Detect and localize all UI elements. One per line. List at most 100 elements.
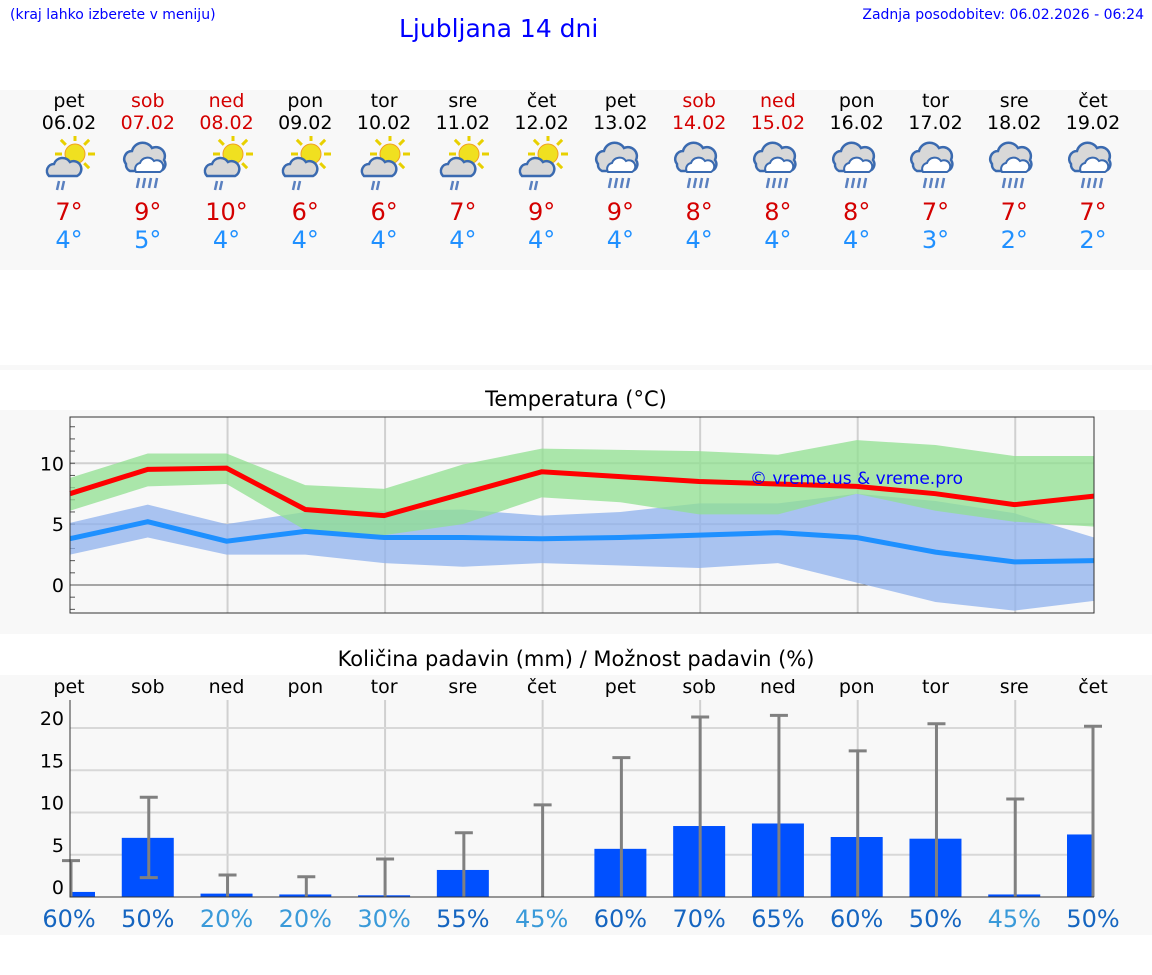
sun-cloud-rain-icon xyxy=(275,134,335,196)
day-date: 07.02 xyxy=(120,112,175,134)
day-name: pet xyxy=(604,90,636,112)
cloud-rain-icon xyxy=(827,136,887,196)
day-date: 17.02 xyxy=(908,112,963,134)
precip-probability: 60% xyxy=(830,905,883,933)
precip-probability: 20% xyxy=(200,905,253,933)
y-tick-label: 5 xyxy=(52,514,64,536)
day-name: sob xyxy=(682,90,716,112)
temperature-chart: 10 5 0 © vreme.us & vreme.pro xyxy=(40,416,1095,614)
plot-axes xyxy=(69,700,1094,898)
day-label: sre xyxy=(1000,676,1029,698)
day-name: čet xyxy=(526,90,557,112)
sun-cloud-rain-icon xyxy=(197,134,257,196)
precip-probability: 65% xyxy=(751,905,804,933)
day-forecast: čet 12.02 9° 4° xyxy=(503,90,581,254)
min-temp: 4° xyxy=(764,226,792,254)
max-temp: 8° xyxy=(764,198,792,226)
y-tick-label: 15 xyxy=(40,750,64,772)
cloud-rain-icon xyxy=(905,136,965,196)
max-temp: 7° xyxy=(921,198,950,226)
day-label: čet xyxy=(1078,676,1108,698)
max-temp: 7° xyxy=(1000,198,1028,226)
cloud-rain-icon xyxy=(590,136,650,196)
min-temp: 3° xyxy=(921,226,950,254)
daily-forecast-strip: pet 06.02 7° 4° sob 07.02 9° 5° ned 08.02 … xyxy=(0,90,1152,270)
min-temp: 4° xyxy=(212,226,241,254)
day-label: pet xyxy=(53,676,84,698)
max-temp: 9° xyxy=(527,198,556,226)
location-hint: (kraj lahko izberete v meniju) xyxy=(10,7,216,23)
max-temp: 6° xyxy=(370,198,398,226)
max-temp: 9° xyxy=(606,198,635,226)
watermark: © vreme.us & vreme.pro xyxy=(750,469,963,489)
day-date: 14.02 xyxy=(671,112,727,134)
day-label: ned xyxy=(209,676,245,698)
day-name: pet xyxy=(53,90,85,112)
min-temp: 4° xyxy=(370,226,398,254)
min-temp: 4° xyxy=(685,226,713,254)
min-temp: 2° xyxy=(1079,226,1107,254)
day-forecast: čet 19.02 7° 2° xyxy=(1054,90,1132,254)
precip-probability: 60% xyxy=(594,905,647,933)
day-forecast: ned 08.02 10° 4° xyxy=(188,90,266,254)
day-forecast: tor 10.02 6° 4° xyxy=(345,90,423,254)
min-temp: 4° xyxy=(291,226,319,254)
max-temp-line xyxy=(69,465,1095,519)
day-name: čet xyxy=(1078,90,1108,112)
precip-probability: 45% xyxy=(988,905,1041,933)
day-forecast: tor 17.02 7° 3° xyxy=(896,90,974,254)
max-temp: 8° xyxy=(843,198,871,226)
max-temp: 9° xyxy=(134,198,162,226)
max-temp: 8° xyxy=(685,198,713,226)
min-temp-line xyxy=(69,519,1095,565)
day-date: 13.02 xyxy=(593,112,648,134)
day-date: 11.02 xyxy=(435,112,491,134)
sun-cloud-rain-icon xyxy=(433,134,493,196)
precip-probability: 50% xyxy=(1066,905,1119,933)
temperature-chart-title: Temperatura (°C) xyxy=(485,387,667,411)
day-label: sre xyxy=(448,676,477,698)
precip-probability: 45% xyxy=(515,905,568,933)
precip-probability: 60% xyxy=(42,905,95,933)
cloud-rain-icon xyxy=(748,136,808,196)
y-tick-label: 5 xyxy=(52,835,64,857)
min-temp: 4° xyxy=(843,226,871,254)
day-forecast: sre 11.02 7° 4° xyxy=(424,90,502,254)
day-forecast: sre 18.02 7° 2° xyxy=(975,90,1053,254)
max-temp: 7° xyxy=(1079,198,1107,226)
cloud-rain-icon xyxy=(669,136,729,196)
max-temp: 7° xyxy=(55,198,83,226)
plot-border xyxy=(69,416,1095,614)
day-label: tor xyxy=(922,676,949,698)
cloud-rain-icon xyxy=(984,136,1044,196)
day-label: čet xyxy=(527,676,557,698)
day-forecast: ned 15.02 8° 4° xyxy=(739,90,817,254)
day-forecast: pet 06.02 7° 4° xyxy=(30,90,108,254)
precip-probability: 55% xyxy=(436,905,489,933)
day-forecast: pon 09.02 6° 4° xyxy=(266,90,344,254)
sun-cloud-rain-icon xyxy=(39,134,99,196)
precip-probability: 70% xyxy=(672,905,725,933)
day-label: pon xyxy=(287,676,323,698)
page-title: Ljubljana 14 dni xyxy=(399,14,599,43)
sun-cloud-rain-icon xyxy=(354,134,414,196)
y-tick-label: 10 xyxy=(40,453,64,475)
y-tick-label: 0 xyxy=(52,575,64,597)
precipitation-chart-title: Količina padavin (mm) / Možnost padavin … xyxy=(337,647,815,671)
last-updated: Zadnja posodobitev: 06.02.2026 - 06:24 xyxy=(862,7,1144,23)
precip-probability: 50% xyxy=(121,905,174,933)
day-forecast: sob 14.02 8° 4° xyxy=(660,90,738,254)
cloud-rain-icon xyxy=(118,136,178,196)
precip-probability: 20% xyxy=(279,905,332,933)
day-date: 08.02 xyxy=(199,112,254,134)
max-temp: 6° xyxy=(291,198,319,226)
precipitation-chart: pet sob ned pon tor sre čet pet sob ned pon tor sre č… xyxy=(40,676,1120,933)
max-temp: 10° xyxy=(205,198,248,226)
sun-cloud-rain-icon xyxy=(512,134,572,196)
day-name: sre xyxy=(448,90,478,112)
day-name: ned xyxy=(760,90,796,112)
day-forecast: sob 07.02 9° 5° xyxy=(109,90,187,254)
day-name: pon xyxy=(838,90,875,112)
day-label: tor xyxy=(371,676,398,698)
min-temp: 4° xyxy=(449,226,477,254)
